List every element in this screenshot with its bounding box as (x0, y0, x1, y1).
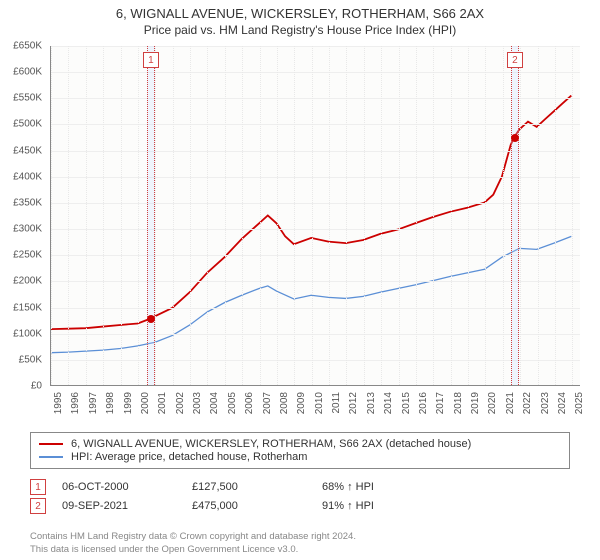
sale-row: 2 09-SEP-2021 £475,000 91% ↑ HPI (30, 498, 570, 514)
legend-label: 6, WIGNALL AVENUE, WICKERSLEY, ROTHERHAM… (71, 438, 471, 450)
legend-row: 6, WIGNALL AVENUE, WICKERSLEY, ROTHERHAM… (39, 438, 561, 450)
y-tick-label: £500K (13, 119, 42, 130)
x-tick-label: 2024 (557, 392, 568, 414)
y-axis-labels: £0£50K£100K£150K£200K£250K£300K£350K£400… (0, 46, 46, 386)
y-tick-label: £250K (13, 250, 42, 261)
legend-swatch (39, 443, 63, 445)
sales-table: 1 06-OCT-2000 £127,500 68% ↑ HPI 2 09-SE… (30, 476, 570, 517)
x-tick-label: 1998 (105, 392, 116, 414)
legend-row: HPI: Average price, detached house, Roth… (39, 451, 561, 463)
y-tick-label: £100K (13, 328, 42, 339)
chart-marker-dot (511, 134, 519, 142)
x-tick-label: 2000 (140, 392, 151, 414)
sale-row: 1 06-OCT-2000 £127,500 68% ↑ HPI (30, 479, 570, 495)
y-tick-label: £600K (13, 67, 42, 78)
chart-marker-label: 1 (143, 52, 159, 68)
footer-line: This data is licensed under the Open Gov… (30, 544, 570, 556)
legend: 6, WIGNALL AVENUE, WICKERSLEY, ROTHERHAM… (30, 432, 570, 469)
y-tick-label: £200K (13, 276, 42, 287)
x-tick-label: 2006 (244, 392, 255, 414)
x-tick-label: 2011 (331, 392, 342, 414)
x-axis-labels: 1995 1996 1997 1998 1999 2000 2001 2002 2003 2004… (50, 388, 580, 432)
y-tick-label: £0 (31, 381, 42, 392)
y-tick-label: £450K (13, 145, 42, 156)
x-tick-label: 2015 (401, 392, 412, 414)
chart-marker-dot (147, 315, 155, 323)
x-tick-label: 1996 (70, 392, 81, 414)
footer: Contains HM Land Registry data © Crown c… (30, 531, 570, 556)
footer-line: Contains HM Land Registry data © Crown c… (30, 531, 570, 543)
x-tick-label: 2004 (209, 392, 220, 414)
x-tick-label: 2020 (487, 392, 498, 414)
x-tick-label: 2010 (314, 392, 325, 414)
sale-note: 68% ↑ HPI (322, 481, 374, 493)
x-tick-label: 2019 (470, 392, 481, 414)
x-tick-label: 2013 (366, 392, 377, 414)
x-tick-label: 2007 (262, 392, 273, 414)
sale-price: £475,000 (192, 500, 322, 512)
x-tick-label: 2023 (540, 392, 551, 414)
chart-container: 6, WIGNALL AVENUE, WICKERSLEY, ROTHERHAM… (0, 0, 600, 560)
x-tick-label: 2014 (383, 392, 394, 414)
legend-swatch (39, 456, 63, 458)
y-tick-label: £550K (13, 93, 42, 104)
x-tick-label: 2018 (453, 392, 464, 414)
chart-subtitle: Price paid vs. HM Land Registry's House … (0, 23, 600, 37)
x-tick-label: 2003 (192, 392, 203, 414)
x-tick-label: 1997 (88, 392, 99, 414)
x-tick-label: 2025 (574, 392, 585, 414)
x-tick-label: 2012 (348, 392, 359, 414)
sale-marker-icon: 2 (30, 498, 46, 514)
sale-date: 09-SEP-2021 (62, 500, 192, 512)
x-tick-label: 2016 (418, 392, 429, 414)
sale-note: 91% ↑ HPI (322, 500, 374, 512)
legend-label: HPI: Average price, detached house, Roth… (71, 451, 307, 463)
sale-price: £127,500 (192, 481, 322, 493)
x-tick-label: 2017 (435, 392, 446, 414)
x-tick-label: 2021 (505, 392, 516, 414)
plot-area: 12 (50, 46, 580, 386)
y-tick-label: £650K (13, 41, 42, 52)
x-tick-label: 2022 (522, 392, 533, 414)
x-tick-label: 2005 (227, 392, 238, 414)
sale-date: 06-OCT-2000 (62, 481, 192, 493)
x-tick-label: 2002 (175, 392, 186, 414)
x-tick-label: 1999 (123, 392, 134, 414)
y-tick-label: £150K (13, 302, 42, 313)
y-tick-label: £300K (13, 224, 42, 235)
chart-title: 6, WIGNALL AVENUE, WICKERSLEY, ROTHERHAM… (0, 6, 600, 21)
x-tick-label: 1995 (53, 392, 64, 414)
y-tick-label: £50K (19, 354, 42, 365)
x-tick-label: 2001 (157, 392, 168, 414)
chart-marker-label: 2 (507, 52, 523, 68)
y-tick-label: £400K (13, 171, 42, 182)
sale-marker-icon: 1 (30, 479, 46, 495)
title-block: 6, WIGNALL AVENUE, WICKERSLEY, ROTHERHAM… (0, 0, 600, 37)
x-tick-label: 2009 (296, 392, 307, 414)
y-tick-label: £350K (13, 197, 42, 208)
x-tick-label: 2008 (279, 392, 290, 414)
